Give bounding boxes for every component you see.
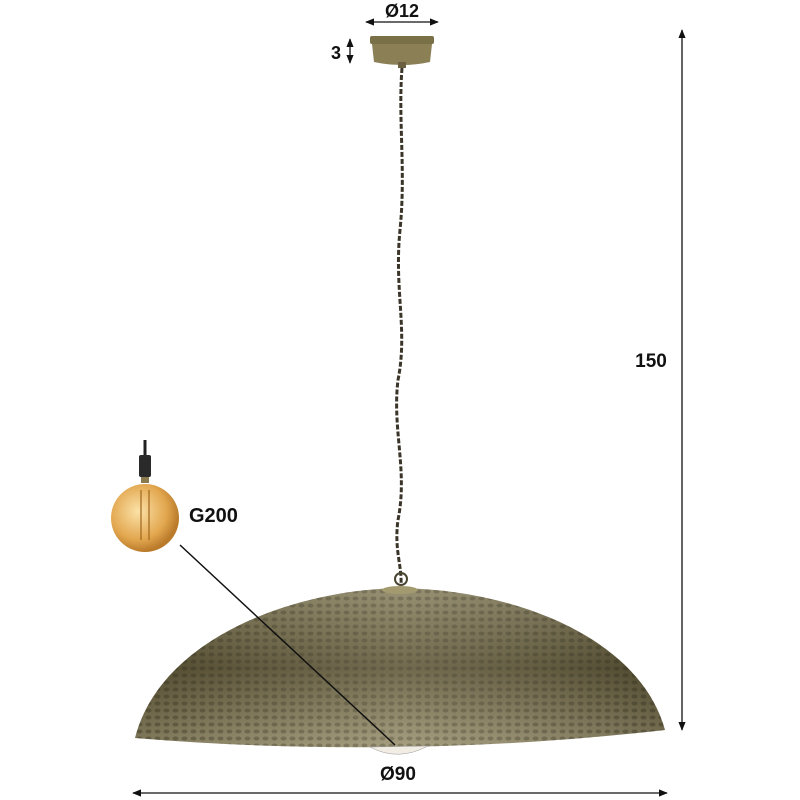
suspension-chain [395, 67, 404, 586]
ceiling-canopy [370, 36, 434, 68]
bulb-under-shade [369, 745, 429, 755]
canopy-height-label: 3 [331, 43, 341, 63]
shade-diameter-label: Ø90 [380, 764, 416, 785]
canopy-diameter-label: Ø12 [385, 1, 419, 21]
g200-bulb-icon [111, 440, 179, 552]
total-height-label: 150 [635, 351, 667, 372]
hammered-dome-shade [135, 586, 665, 748]
bulb-type-label: G200 [189, 505, 238, 527]
leader-line [179, 544, 396, 746]
